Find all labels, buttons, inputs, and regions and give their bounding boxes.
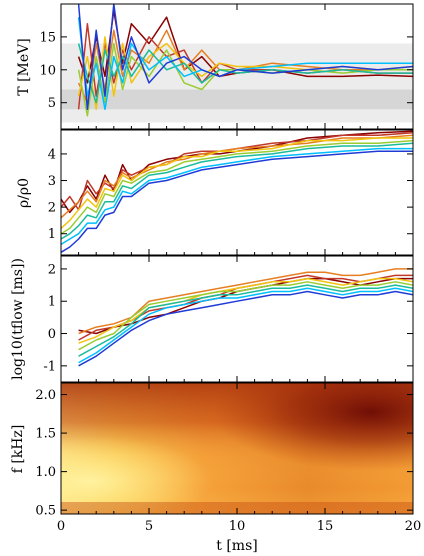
shaded-band-1	[61, 89, 413, 110]
series-line-6	[61, 147, 413, 246]
series-line-7	[77, 4, 413, 111]
y-tick-label: 2	[48, 201, 56, 216]
series-line-2	[61, 134, 413, 219]
panel-3: -1 0 1 2	[43, 255, 414, 383]
y-tick-label: 1.0	[35, 465, 56, 480]
x-axis-label: t [ms]	[216, 538, 257, 554]
series-line-4	[61, 139, 413, 235]
y-tick-label: 4	[48, 147, 56, 162]
x-tick-label: 5	[145, 519, 153, 534]
y-tick-label: 0.5	[35, 504, 56, 519]
series-group	[61, 130, 413, 253]
y-tick-label: -1	[43, 359, 56, 374]
y-axis-label-density: ρ/ρ0	[16, 178, 32, 208]
y-tick-label: 1	[48, 227, 56, 242]
series-line-6	[77, 17, 413, 111]
series-line-0	[61, 130, 413, 214]
series-line-5	[78, 284, 413, 357]
series-line-3	[78, 277, 413, 344]
panel-4-heatmap	[61, 383, 413, 514]
series-line-1	[61, 131, 413, 211]
series-group	[78, 268, 413, 367]
series-line-5	[61, 142, 413, 240]
x-tick-label: 20	[405, 519, 422, 534]
y-axis-label-tflow: log10(tflow [ms])	[10, 258, 26, 380]
series-group	[77, 4, 413, 117]
y-axis-label-temperature: T [MeV]	[16, 38, 32, 95]
y-tick-label: 5	[48, 96, 56, 111]
y-tick-label: 0	[48, 327, 56, 342]
y-tick-label: 2.0	[35, 388, 56, 403]
panel-4: 0.5 1.0 1.5 2.0	[35, 382, 414, 519]
series-line-6	[78, 287, 413, 364]
y-axis-label-frequency: f [kHz]	[10, 425, 26, 474]
y-tick-label: 1.5	[35, 427, 56, 442]
series-line-7	[61, 150, 413, 253]
series-line-3	[61, 137, 413, 229]
panel-2: 1 2 3 4	[48, 129, 414, 256]
y-tick-label: 10	[39, 63, 56, 78]
series-line-4	[78, 281, 413, 351]
y-tick-label: 1	[48, 295, 56, 310]
x-tick-label: 0	[57, 519, 65, 534]
series-line-7	[78, 290, 413, 367]
panel-1: 5 10 15	[39, 3, 414, 130]
y-tick-label: 15	[39, 30, 56, 45]
series-line-0	[77, 9, 413, 84]
y-tick-label: 2	[48, 262, 56, 277]
y-tick-label: 3	[48, 174, 56, 189]
x-tick-label: 15	[317, 519, 334, 534]
x-tick-label: 10	[229, 519, 246, 534]
